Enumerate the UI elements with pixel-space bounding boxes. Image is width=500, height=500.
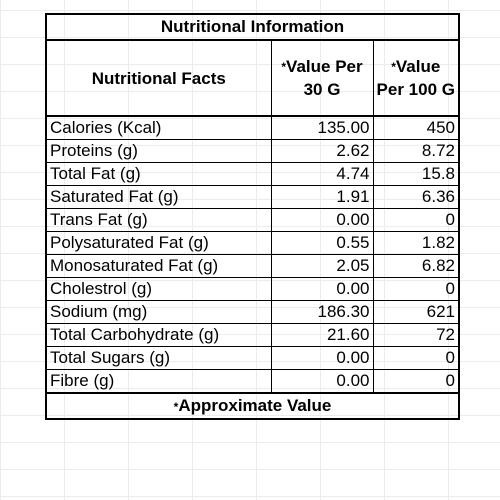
table-row: Total Carbohydrate (g) 21.60 72 <box>45 323 461 347</box>
nutrient-label: Polysaturated Fat (g) <box>45 231 272 255</box>
nutrient-label: Total Fat (g) <box>45 162 272 186</box>
table-row: Cholestrol (g) 0.00 0 <box>45 277 461 301</box>
value-per-100g: 0 <box>372 208 461 232</box>
table-row: Total Fat (g) 4.74 15.8 <box>45 162 461 186</box>
value-per-30g: 0.00 <box>270 346 374 370</box>
table-row: Calories (Kcal) 135.00 450 <box>45 115 461 140</box>
nutrient-label: Total Carbohydrate (g) <box>45 323 272 347</box>
nutrient-label: Calories (Kcal) <box>45 115 272 140</box>
nutrient-label: Fibre (g) <box>45 369 272 394</box>
value-per-30g: 4.74 <box>270 162 374 186</box>
header-value-per-30g: *Value Per 30 G <box>270 39 374 117</box>
table-footer: *Approximate Value <box>44 392 461 420</box>
table-title: Nutritional Information <box>44 13 461 41</box>
value-per-30g: 21.60 <box>270 323 374 347</box>
asterisk-mark: * <box>281 60 287 74</box>
nutrient-label: Trans Fat (g) <box>45 208 272 232</box>
table-body: Calories (Kcal) 135.00 450 Proteins (g) 2.62… <box>45 115 461 394</box>
table-row: Monosaturated Fat (g) 2.05 6.82 <box>45 254 461 278</box>
header-nutritional-facts: Nutritional Facts <box>45 39 272 117</box>
nutrient-label: Cholestrol (g) <box>45 277 272 301</box>
value-per-30g: 2.05 <box>270 254 374 278</box>
value-per-100g: 0 <box>372 369 461 394</box>
value-per-30g: 135.00 <box>270 115 374 140</box>
value-per-100g: 72 <box>372 323 461 347</box>
asterisk-mark: * <box>173 400 179 414</box>
value-per-30g: 0.00 <box>270 277 374 301</box>
value-per-100g: 15.8 <box>372 162 461 186</box>
nutrition-table: Nutritional Information Nutritional Fact… <box>44 13 461 420</box>
nutrient-label: Proteins (g) <box>45 139 272 163</box>
table-title-row: Nutritional Information <box>44 13 461 41</box>
value-per-100g: 621 <box>372 300 461 324</box>
value-per-100g: 450 <box>372 115 461 140</box>
nutrient-label: Sodium (mg) <box>45 300 272 324</box>
table-row: Trans Fat (g) 0.00 0 <box>45 208 461 232</box>
value-per-30g: 186.30 <box>270 300 374 324</box>
table-row: Polysaturated Fat (g) 0.55 1.82 <box>45 231 461 255</box>
value-per-100g: 8.72 <box>372 139 461 163</box>
value-per-100g: 6.82 <box>372 254 461 278</box>
table-row: Fibre (g) 0.00 0 <box>45 369 461 394</box>
value-per-100g: 6.36 <box>372 185 461 209</box>
table-header-row: Nutritional Facts *Value Per 30 G *Value… <box>45 39 461 117</box>
value-per-100g: 0 <box>372 277 461 301</box>
table-row: Saturated Fat (g) 1.91 6.36 <box>45 185 461 209</box>
header-value-per-100g-label: Value Per 100 G <box>376 57 455 99</box>
table-row: Sodium (mg) 186.30 621 <box>45 300 461 324</box>
header-value-per-30g-label: Value Per 30 G <box>286 57 363 99</box>
footer-label: Approximate Value <box>178 396 332 415</box>
nutrient-label: Saturated Fat (g) <box>45 185 272 209</box>
header-value-per-100g: *Value Per 100 G <box>372 39 461 117</box>
table-row: Proteins (g) 2.62 8.72 <box>45 139 461 163</box>
value-per-100g: 1.82 <box>372 231 461 255</box>
table-footer-row: *Approximate Value <box>44 392 461 420</box>
value-per-30g: 1.91 <box>270 185 374 209</box>
nutrient-label: Monosaturated Fat (g) <box>45 254 272 278</box>
value-per-30g: 2.62 <box>270 139 374 163</box>
value-per-30g: 0.00 <box>270 369 374 394</box>
nutrient-label: Total Sugars (g) <box>45 346 272 370</box>
asterisk-mark: * <box>391 60 396 74</box>
value-per-100g: 0 <box>372 346 461 370</box>
value-per-30g: 0.55 <box>270 231 374 255</box>
value-per-30g: 0.00 <box>270 208 374 232</box>
table-row: Total Sugars (g) 0.00 0 <box>45 346 461 370</box>
